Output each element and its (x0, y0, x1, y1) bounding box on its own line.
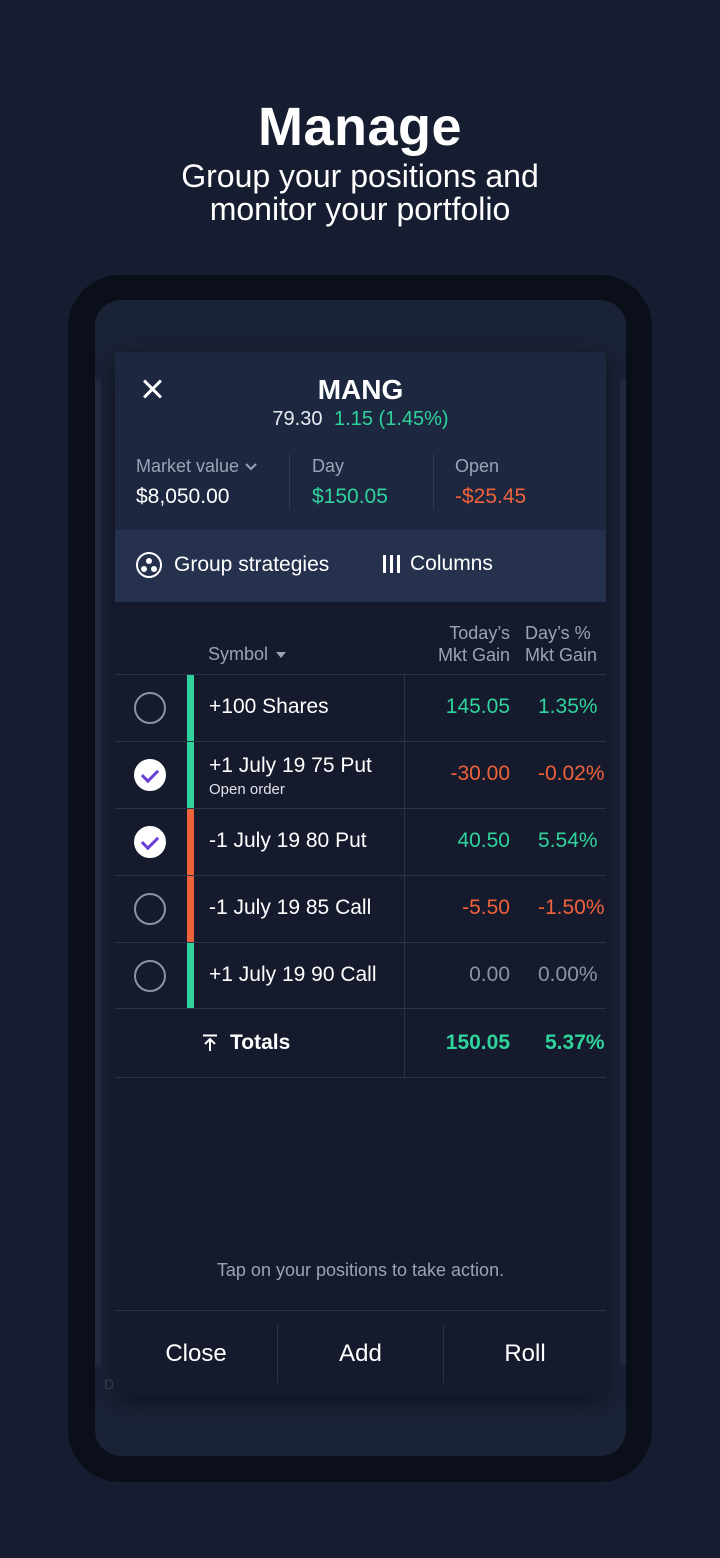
table-row[interactable]: +100 Shares 145.05 1.35% (115, 674, 606, 741)
columns-button[interactable]: Columns (383, 552, 493, 576)
promo-subline-1: Group your positions and (181, 158, 539, 194)
table-row[interactable]: -1 July 19 80 Put 40.50 5.54% (115, 808, 606, 875)
todays-gain-value: -30.00 (450, 762, 510, 785)
position-status: Open order (209, 781, 285, 798)
background-panel-left (95, 380, 101, 1365)
stat-divider (433, 454, 434, 510)
position-symbol: -1 July 19 80 Put (209, 829, 367, 852)
group-strategies-button[interactable]: Group strategies (136, 552, 329, 578)
row-checkbox-checked[interactable] (134, 826, 166, 858)
todays-gain-value: 0.00 (469, 963, 510, 986)
days-pct-gain-value: -1.50% (538, 896, 605, 919)
hint-text: Tap on your positions to take action. (216, 1260, 505, 1280)
column-header-todays-gain[interactable]: Today’s Mkt Gain (438, 622, 510, 666)
days-pct-gain-value: 5.54% (538, 829, 598, 852)
position-symbol: +1 July 19 75 Put (209, 754, 372, 777)
row-checkbox[interactable] (134, 960, 166, 992)
table-header: Symbol Today’s Mkt Gain Day’s % Mkt Gain (115, 602, 606, 674)
group-strategies-icon (136, 552, 162, 578)
position-indicator-bar (187, 809, 194, 875)
position-indicator-bar (187, 943, 194, 1009)
position-symbol: +100 Shares (209, 695, 329, 718)
totals-label-group: Totals (202, 1031, 290, 1055)
column-divider (404, 742, 405, 808)
modal-toolbar: Group strategies Columns (115, 530, 606, 602)
price-change: 1.15 (1.45%) (334, 408, 449, 430)
column-divider (404, 876, 405, 942)
column-divider (404, 943, 405, 1009)
position-symbol: -1 July 19 85 Call (209, 896, 372, 919)
background-label: D (104, 1376, 115, 1392)
days-pct-gain-value: 0.00% (538, 963, 598, 986)
column-header-symbol[interactable]: Symbol (208, 644, 287, 665)
totals-label: Totals (230, 1031, 291, 1054)
column-header-line: Day’s % (525, 623, 591, 643)
footer-divider (443, 1325, 444, 1383)
background-panel-right (620, 380, 626, 1365)
stat-market-value[interactable]: Market value $8,050.00 (136, 456, 257, 509)
stat-label: Day (312, 456, 345, 476)
todays-gain-value: 40.50 (457, 829, 510, 852)
position-indicator-bar (187, 742, 194, 808)
todays-gain-value: 145.05 (445, 695, 510, 718)
table-row[interactable]: +1 July 19 75 Put Open order -30.00 -0.0… (115, 741, 606, 808)
columns-icon (383, 555, 400, 573)
column-header-line: Mkt Gain (437, 645, 510, 665)
roll-button[interactable]: Roll (504, 1339, 546, 1367)
ticker-symbol: MANG (317, 374, 404, 405)
modal-header: MANG 79.30 1.15 (1.45%) Market value $8,… (115, 352, 606, 530)
quote-line: 79.30 1.15 (1.45%) (115, 408, 606, 431)
close-button[interactable]: Close (165, 1339, 227, 1367)
row-checkbox[interactable] (134, 893, 166, 925)
promo-subline-2: monitor your portfolio (209, 191, 511, 227)
totals-todays-gain: 150.05 (445, 1031, 510, 1054)
position-indicator-bar (187, 876, 194, 942)
position-symbol: +1 July 19 90 Call (209, 963, 377, 986)
stat-value: -$25.45 (455, 485, 527, 508)
stat-divider (289, 454, 290, 510)
todays-gain-value: -5.50 (462, 896, 510, 919)
column-header-label: Symbol (208, 644, 269, 664)
position-indicator-bar (187, 675, 194, 741)
column-header-line: Mkt Gain (525, 645, 598, 665)
days-pct-gain-value: 1.35% (538, 695, 598, 718)
columns-label: Columns (410, 552, 493, 575)
footer-divider (277, 1325, 278, 1383)
table-row[interactable]: -1 July 19 85 Call -5.50 -1.50% (115, 875, 606, 942)
column-header-line: Today’s (449, 623, 510, 643)
chevron-down-icon (245, 462, 257, 470)
days-pct-gain-value: -0.02% (538, 762, 605, 785)
add-button[interactable]: Add (339, 1339, 382, 1367)
position-modal: MANG 79.30 1.15 (1.45%) Market value $8,… (115, 352, 606, 1395)
stat-label: Open (455, 456, 500, 476)
stat-open: Open -$25.45 (455, 456, 526, 509)
totals-days-pct-gain: 5.37% (545, 1031, 605, 1054)
stat-value: $8,050.00 (136, 485, 230, 508)
totals-row[interactable]: Totals 150.05 5.37% (115, 1008, 606, 1078)
last-price: 79.30 (272, 408, 323, 430)
column-divider (404, 809, 405, 875)
column-divider (404, 1009, 405, 1078)
row-checkbox-checked[interactable] (134, 759, 166, 791)
promo-headline: Manage (257, 97, 463, 157)
stat-label: Market value (136, 456, 240, 476)
stat-value: $150.05 (312, 485, 388, 508)
table-row[interactable]: +1 July 19 90 Call 0.00 0.00% (115, 942, 606, 1009)
modal-footer: Close Add Roll (115, 1310, 606, 1395)
stat-day: Day $150.05 (312, 456, 388, 509)
collapse-up-icon (203, 1034, 217, 1051)
column-divider (404, 675, 405, 741)
sort-caret-icon (276, 651, 287, 658)
group-strategies-label: Group strategies (174, 553, 330, 576)
column-header-days-pct-gain[interactable]: Day’s % Mkt Gain (525, 622, 597, 666)
row-checkbox[interactable] (134, 692, 166, 724)
